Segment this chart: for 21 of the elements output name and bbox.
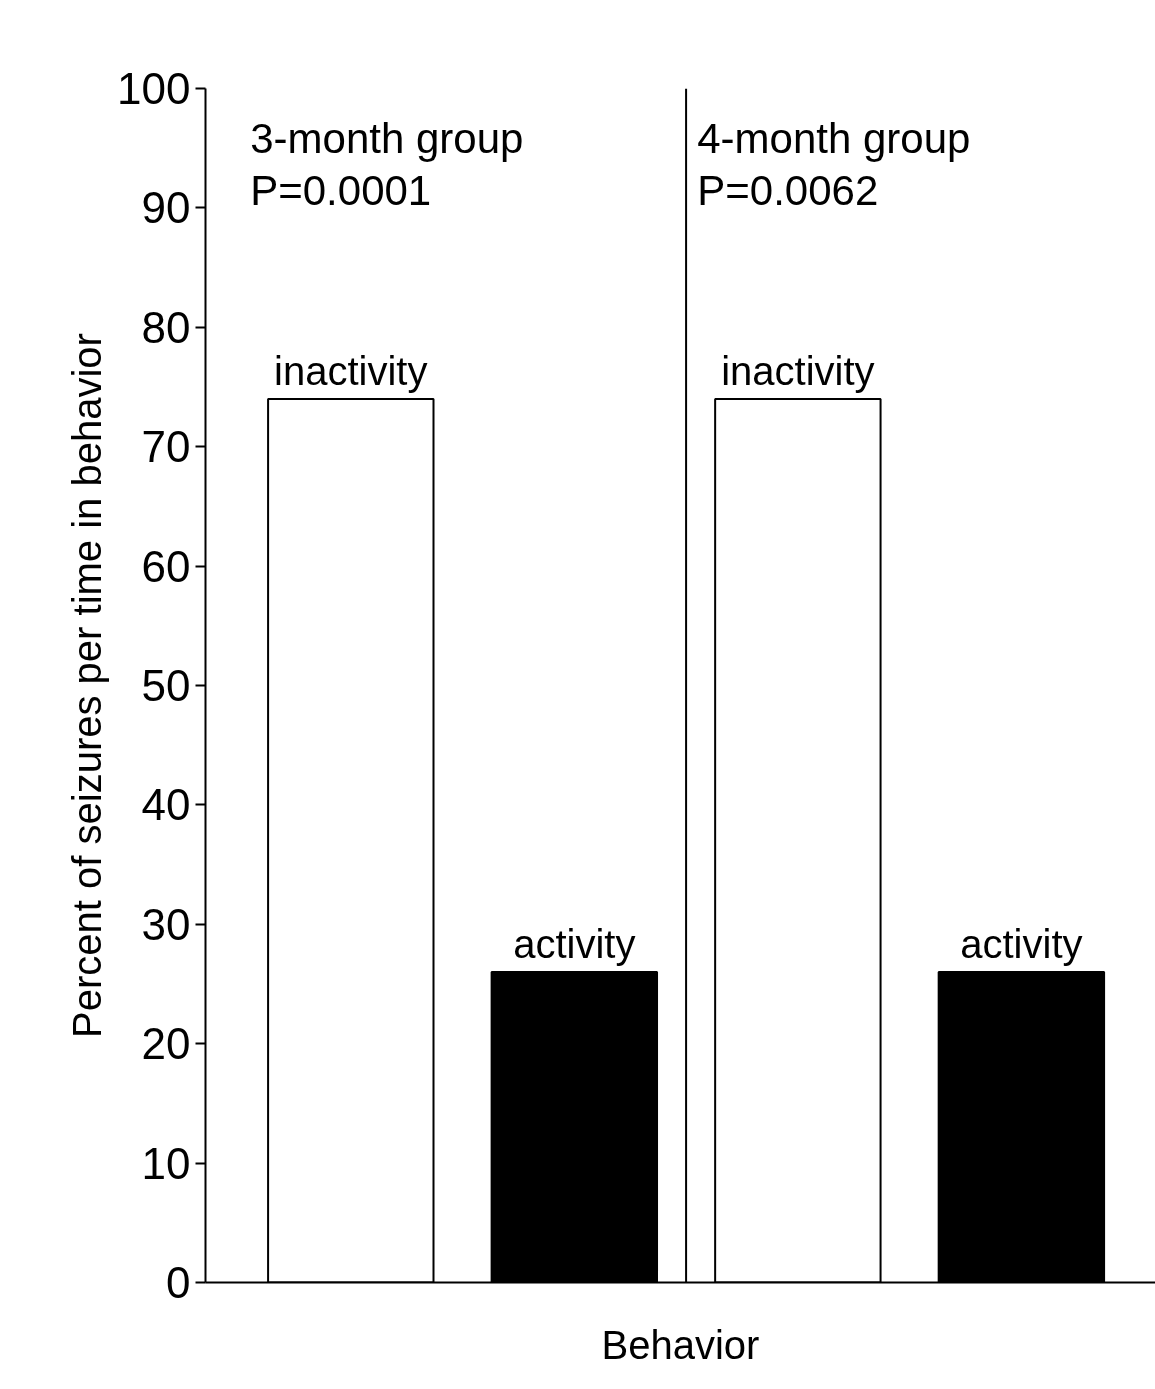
annotation: P=0.0062 <box>697 167 879 214</box>
y-axis-title: Percent of seizures per time in behavior <box>65 333 110 1038</box>
x-tick-label: activity <box>513 922 636 967</box>
y-tick-label: 20 <box>141 1019 191 1069</box>
annotation: 4-month group <box>697 115 971 162</box>
y-tick-label: 100 <box>117 64 191 113</box>
x-tick-label: inactivity <box>274 348 428 393</box>
y-tick-label: 50 <box>141 661 191 710</box>
y-tick-label: 70 <box>141 422 191 472</box>
y-tick-label: 10 <box>141 1138 191 1188</box>
x-axis-title: Behavior <box>601 1322 760 1367</box>
y-tick-label: 30 <box>141 899 191 949</box>
annotation: 3-month group <box>250 115 524 162</box>
y-tick-label: 60 <box>141 541 191 591</box>
x-tick-label: activity <box>960 922 1083 967</box>
x-tick-label: inactivity <box>721 348 875 393</box>
y-tick-label: 40 <box>141 780 191 830</box>
annotation: P=0.0001 <box>250 167 432 214</box>
y-tick-label: 80 <box>141 302 191 352</box>
y-tick-label: 0 <box>166 1258 191 1307</box>
y-tick-label: 90 <box>141 183 191 233</box>
